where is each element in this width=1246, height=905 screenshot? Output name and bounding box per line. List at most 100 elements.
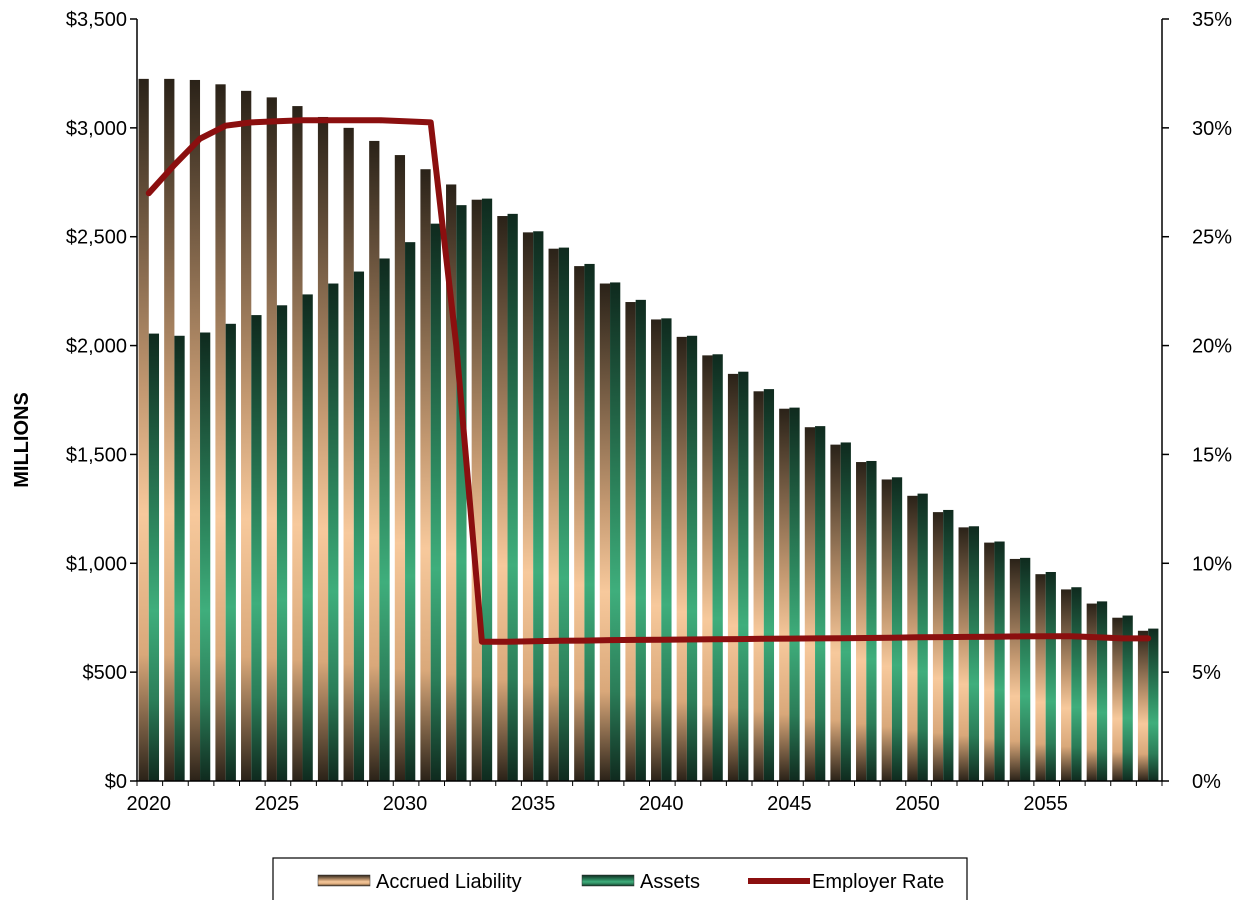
assets-bar xyxy=(353,271,365,781)
accrued-liability-bar xyxy=(779,408,790,781)
assets-bar xyxy=(276,305,288,781)
accrued-liability-bar xyxy=(241,90,252,782)
accrued-liability-bar xyxy=(446,184,457,781)
accrued-liability-bar xyxy=(1009,558,1021,781)
accrued-liability-bar xyxy=(394,155,406,782)
legend-swatch-accrued-liability xyxy=(317,874,371,887)
accrued-liability-bar xyxy=(753,391,764,781)
assets-bar xyxy=(405,242,416,781)
assets-bar xyxy=(738,371,749,781)
assets-bar xyxy=(533,231,544,781)
x-tick-label: 2020 xyxy=(127,793,172,815)
accrued-liability-bar xyxy=(1112,617,1123,781)
assets-bar xyxy=(891,477,903,781)
accrued-liability-bar xyxy=(1137,630,1149,781)
y-axis-label: MILLIONS xyxy=(11,392,33,488)
assets-bar xyxy=(481,198,493,782)
accrued-liability-bar xyxy=(522,232,534,782)
x-tick-label: 2040 xyxy=(639,793,684,815)
y-tick-label: $2,500 xyxy=(66,227,127,249)
accrued-liability-bar xyxy=(574,266,585,781)
y-tick-label: $500 xyxy=(83,662,128,684)
assets-bar xyxy=(251,315,262,781)
y-tick-label: $0 xyxy=(105,771,127,793)
assets-bar xyxy=(379,258,390,781)
y-tick-label: $3,000 xyxy=(66,118,127,140)
accrued-liability-bar xyxy=(881,479,892,781)
y2-tick-label: 15% xyxy=(1192,444,1232,466)
accrued-liability-bar xyxy=(830,444,841,781)
assets-bar xyxy=(1148,628,1159,781)
assets-bar xyxy=(148,333,160,781)
assets-bar xyxy=(815,426,826,781)
assets-bar xyxy=(174,335,185,781)
x-tick-label: 2050 xyxy=(895,793,940,815)
accrued-liability-bar xyxy=(292,106,303,782)
bars-layer xyxy=(138,78,1159,782)
assets-bar xyxy=(840,442,851,781)
accrued-liability-bar xyxy=(1086,603,1097,781)
assets-bar xyxy=(1122,615,1133,781)
accrued-liability-bar xyxy=(189,79,201,781)
y-tick-label: $1,000 xyxy=(66,553,127,575)
assets-bar xyxy=(558,247,570,782)
accrued-liability-bar xyxy=(497,216,508,781)
assets-bar xyxy=(789,407,800,781)
accrued-liability-bar xyxy=(804,427,816,781)
accrued-liability-bar xyxy=(548,248,559,781)
legend: Accrued Liability Assets Employer Rate xyxy=(272,857,968,903)
x-tick-label: 2030 xyxy=(383,793,428,815)
accrued-liability-bar xyxy=(420,169,431,782)
accrued-liability-bar xyxy=(1061,589,1072,781)
accrued-liability-bar xyxy=(984,542,995,781)
assets-bar xyxy=(712,354,723,781)
assets-bar xyxy=(610,282,621,781)
assets-bar xyxy=(225,323,236,781)
assets-bar xyxy=(866,460,877,781)
accrued-liability-bar xyxy=(702,355,713,781)
employer-rate-line xyxy=(145,117,1152,645)
assets-bar xyxy=(1045,571,1056,781)
accrued-liability-bar xyxy=(932,512,944,781)
x-tick-label: 2035 xyxy=(511,793,556,815)
accrued-liability-bar xyxy=(599,283,611,781)
assets-bar xyxy=(430,223,441,781)
x-tick-label: 2045 xyxy=(767,793,812,815)
assets-bar xyxy=(1096,601,1108,781)
accrued-liability-bar xyxy=(215,84,226,782)
assets-bar xyxy=(507,213,518,782)
assets-bar xyxy=(943,509,954,781)
accrued-liability-bar xyxy=(266,97,277,782)
accrued-liability-bar xyxy=(727,373,739,781)
assets-bar xyxy=(994,541,1005,781)
y2-tick-label: 25% xyxy=(1192,227,1232,249)
assets-bar xyxy=(200,332,211,781)
assets-bar xyxy=(1071,587,1082,781)
y2-tick-label: 20% xyxy=(1192,336,1232,358)
assets-bar xyxy=(328,283,339,781)
assets-bar xyxy=(968,526,980,781)
accrued-liability-bar xyxy=(343,127,354,782)
legend-swatch-assets xyxy=(581,874,635,887)
accrued-liability-bar xyxy=(1035,574,1046,781)
accrued-liability-bar xyxy=(625,302,636,781)
accrued-liability-bar xyxy=(471,199,482,781)
legend-label-assets: Assets xyxy=(640,871,700,893)
accrued-liability-bar xyxy=(856,462,867,781)
assets-bar xyxy=(584,263,595,781)
line-layer xyxy=(145,117,1152,645)
assets-bar xyxy=(661,318,672,781)
accrued-liability-bar xyxy=(958,527,969,781)
accrued-liability-bar xyxy=(317,116,329,781)
legend-label-employer-rate: Employer Rate xyxy=(812,871,944,893)
assets-bar xyxy=(456,205,467,781)
accrued-liability-bar xyxy=(676,336,687,781)
y2-tick-label: 10% xyxy=(1192,553,1232,575)
assets-bar xyxy=(763,389,775,781)
y-tick-label: $3,500 xyxy=(66,9,127,31)
legend-label-accrued-liability: Accrued Liability xyxy=(376,871,522,893)
y-tick-label: $1,500 xyxy=(66,444,127,466)
y2-tick-label: 35% xyxy=(1192,9,1232,31)
